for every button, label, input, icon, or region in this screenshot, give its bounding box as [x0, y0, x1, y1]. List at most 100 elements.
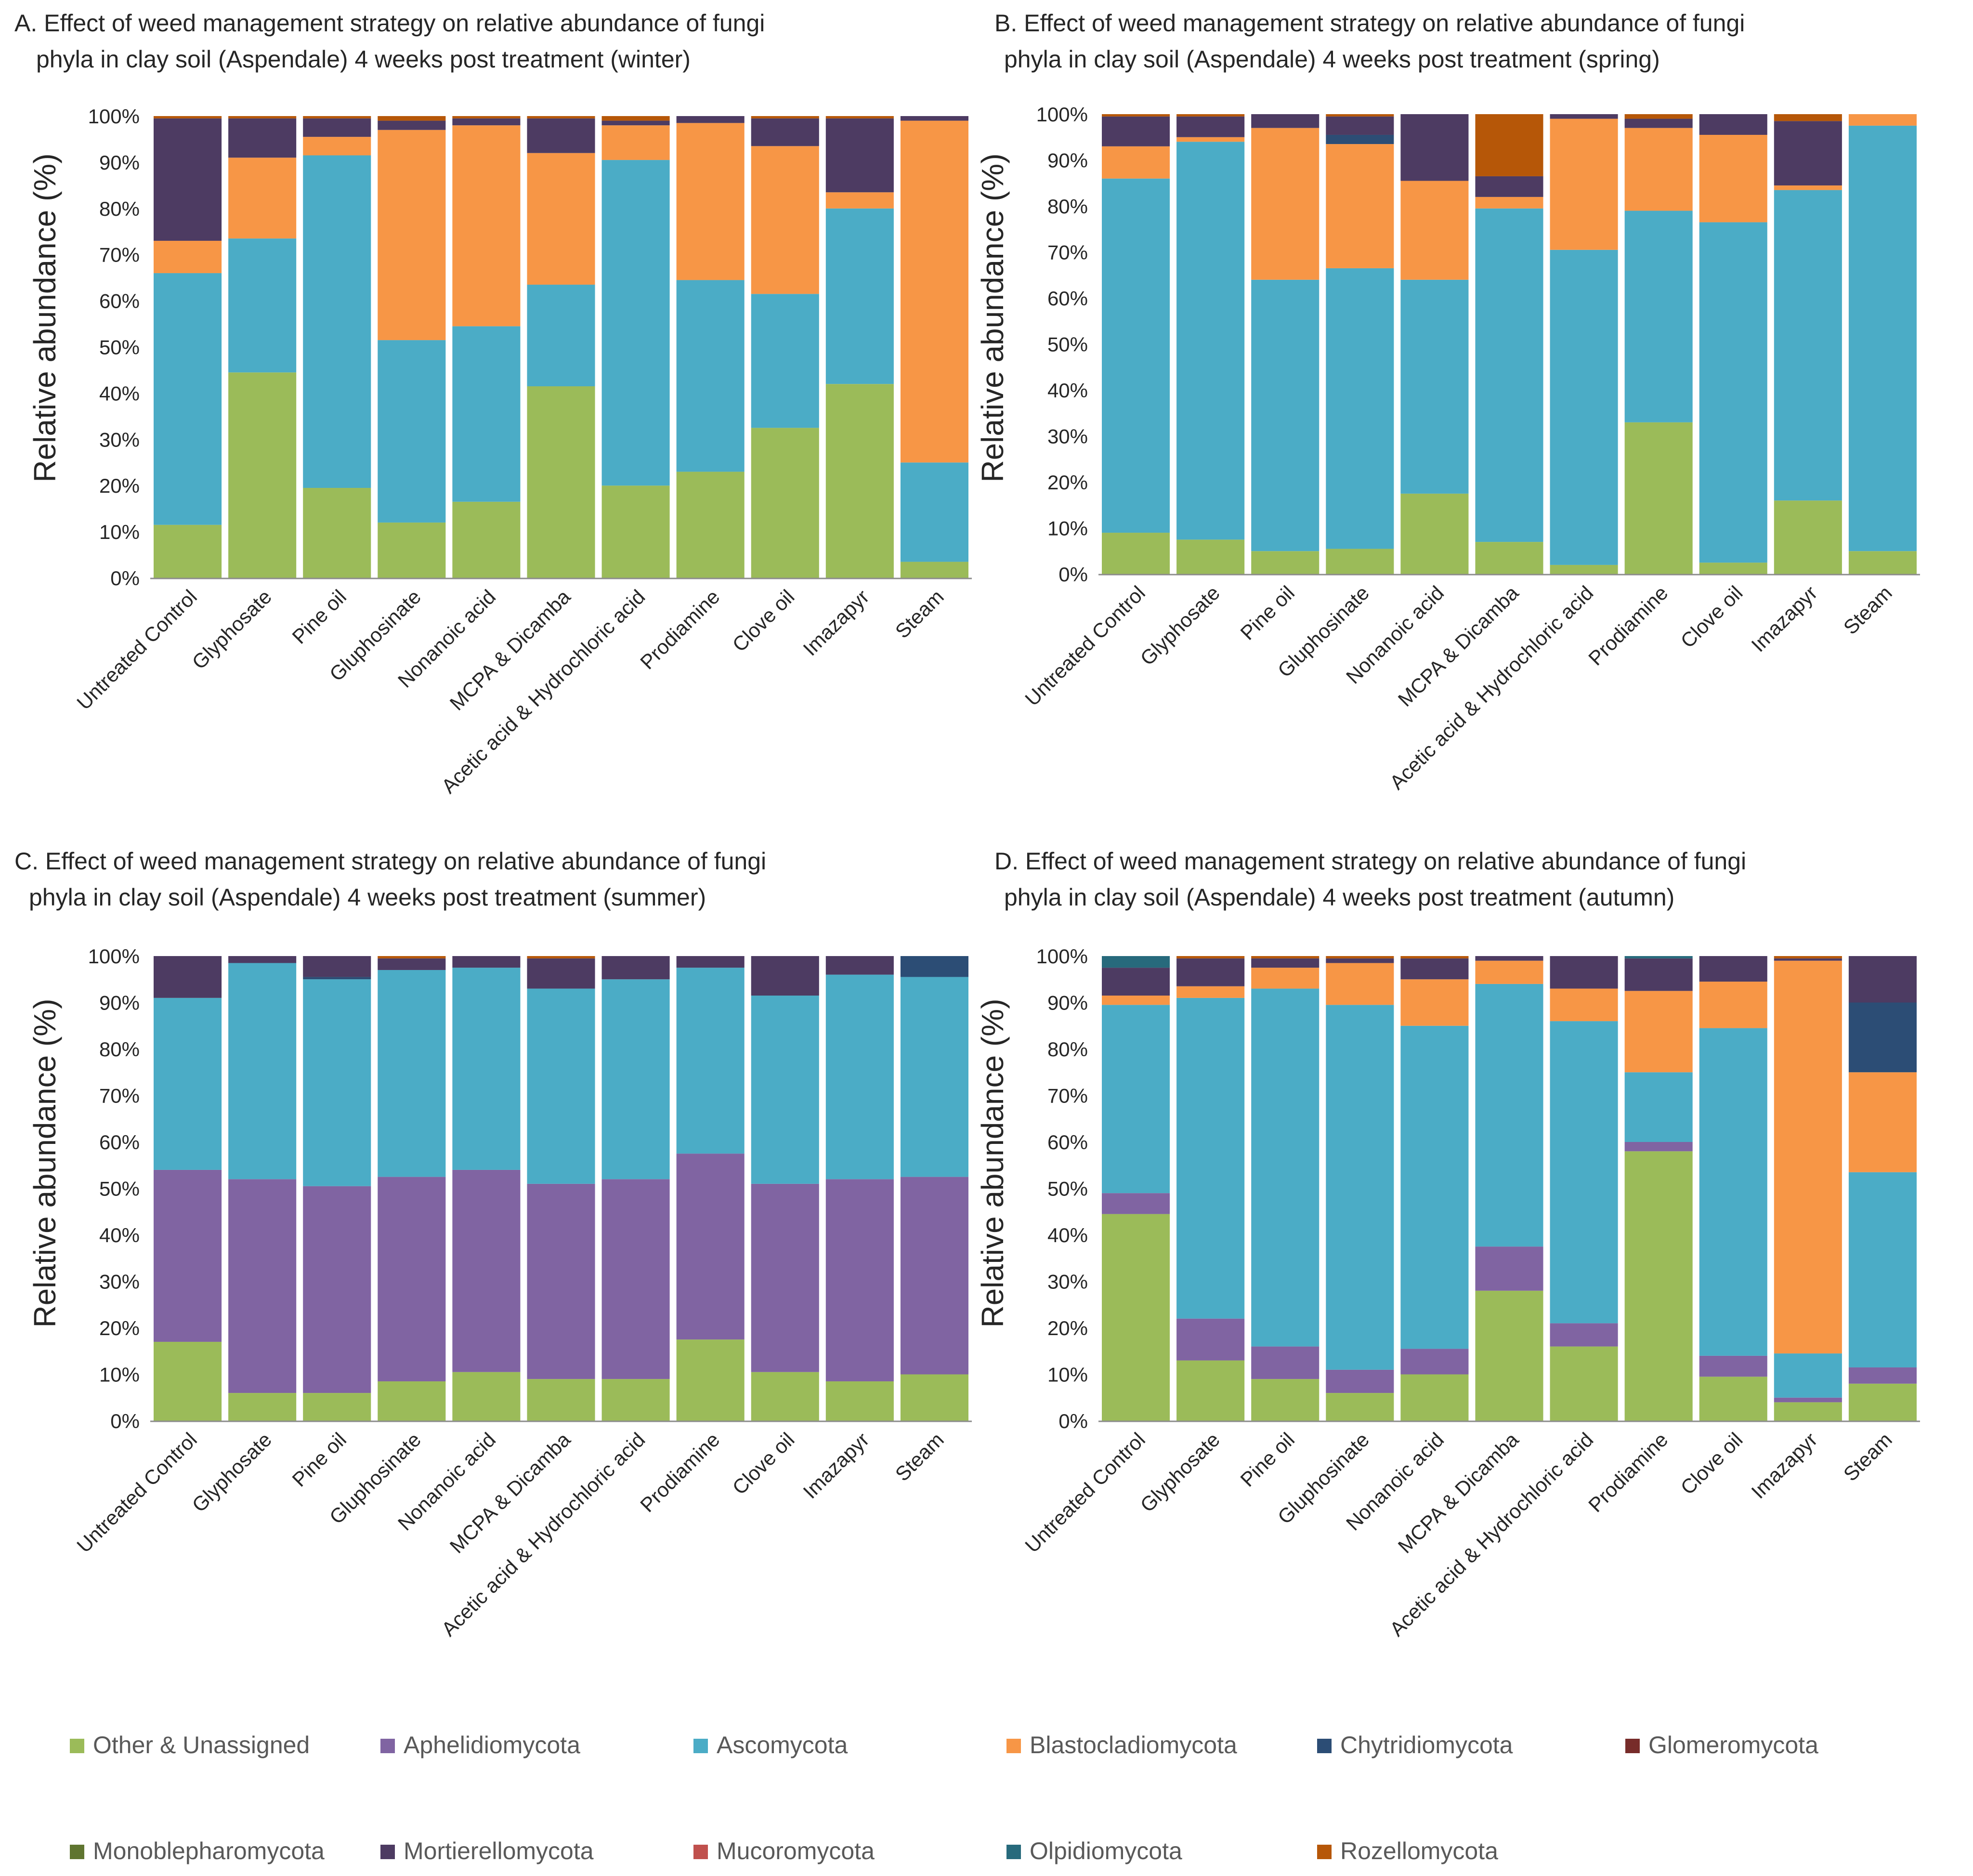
panel-b-y-tick-9: 90% [1047, 149, 1088, 172]
panel-a-segment-mcpa-and-dicamba-ascomycota [527, 285, 595, 387]
panel-a-y-tick-1: 10% [99, 521, 140, 543]
panel-a-segment-steam-mortierellomycota [900, 116, 968, 121]
panel-d-segment-pine-oil-ascomycota [1251, 988, 1320, 1347]
panel-b-y-tick-10: 100% [1036, 103, 1088, 126]
panel-c-summer: C. Effect of weed management strategy on… [14, 848, 972, 1640]
panel-a-segment-prodiamine-mortierellomycota [676, 116, 745, 123]
panel-d-y-tick-3: 30% [1047, 1271, 1088, 1293]
panel-a-segment-imazapyr-mortierellomycota [825, 118, 894, 193]
panel-a-y-tick-0: 0% [110, 567, 140, 590]
legend-item-ascomycota: Ascomycota [693, 1732, 848, 1758]
panel-d-y-axis-label: Relative abundance (%) [975, 998, 1010, 1327]
panel-c-segment-gluphosinate-aphelidiomycota [378, 1177, 446, 1381]
panel-c-segment-glyphosate-other-and-unassigned [228, 1393, 297, 1421]
panel-b-segment-prodiamine-mortierellomycota [1624, 118, 1693, 128]
panel-a-segment-acetic-acid-and-hydrochloric-acid-ascomycota [601, 160, 670, 486]
panel-b-segment-untreated-control-ascomycota [1102, 178, 1170, 533]
panel-d-segment-mcpa-and-dicamba-ascomycota [1475, 984, 1543, 1247]
panel-b-segment-gluphosinate-ascomycota [1326, 268, 1394, 549]
panel-d-segment-gluphosinate-mortierellomycota [1326, 958, 1394, 963]
panel-a-segment-prodiamine-other-and-unassigned [676, 472, 745, 578]
panel-b-x-label-steam: Steam [1839, 581, 1896, 639]
panel-c-x-label-pine-oil: Pine oil [287, 1428, 351, 1491]
panel-d-bar-prodiamine [1624, 956, 1693, 1421]
panel-d-y-tick-7: 70% [1047, 1085, 1088, 1107]
panel-b-bar-imazapyr [1774, 114, 1842, 574]
panel-a-bar-steam [900, 116, 968, 578]
panel-b-bar-gluphosinate [1326, 114, 1394, 574]
legend: Other & Unassigned Aphelidiomycota Ascomyc… [70, 1732, 1818, 1864]
panel-b-segment-mcpa-and-dicamba-ascomycota [1475, 208, 1543, 542]
panel-b-segment-imazapyr-mortierellomycota [1774, 121, 1842, 186]
panel-d-segment-prodiamine-aphelidiomycota [1624, 1142, 1693, 1152]
panel-d-autumn: D. Effect of weed management strategy on… [975, 848, 1920, 1640]
panel-d-segment-acetic-acid-and-hydrochloric-acid-other-and-unassigned [1550, 1346, 1618, 1421]
panel-c-segment-acetic-acid-and-hydrochloric-acid-ascomycota [601, 979, 670, 1180]
panel-b-segment-imazapyr-rozellomycota [1774, 114, 1842, 121]
panel-c-segment-mcpa-and-dicamba-mortierellomycota [527, 958, 595, 989]
panel-c-y-tick-1: 10% [99, 1364, 140, 1386]
panel-b-segment-gluphosinate-rozellomycota [1326, 114, 1394, 117]
panel-d-segment-prodiamine-mortierellomycota [1624, 958, 1693, 991]
panel-d-y-tick-0: 0% [1058, 1410, 1088, 1432]
panel-c-segment-nonanoic-acid-ascomycota [452, 968, 521, 1170]
panel-c-y-tick-3: 30% [99, 1271, 140, 1293]
panel-c-segment-clove-oil-mortierellomycota [751, 956, 819, 996]
panel-a-x-label-pine-oil: Pine oil [287, 585, 351, 648]
panel-c-segment-imazapyr-other-and-unassigned [825, 1381, 894, 1421]
panel-c-bar-gluphosinate [378, 956, 446, 1421]
panel-d-segment-nonanoic-acid-aphelidiomycota [1400, 1349, 1469, 1375]
panel-b-y-tick-1: 10% [1047, 517, 1088, 540]
panel-a-segment-steam-other-and-unassigned [900, 562, 968, 578]
panel-b-x-label-glyphosate: Glyphosate [1136, 581, 1224, 669]
panel-d-bar-acetic-acid-and-hydrochloric-acid [1550, 956, 1618, 1421]
panel-b-segment-glyphosate-other-and-unassigned [1176, 539, 1245, 574]
panel-d-segment-clove-oil-ascomycota [1699, 1028, 1767, 1356]
panel-b-y-tick-7: 70% [1047, 241, 1088, 264]
panel-d-segment-steam-aphelidiomycota [1848, 1367, 1917, 1384]
panel-b-x-label-prodiamine: Prodiamine [1584, 581, 1672, 669]
panel-c-segment-clove-oil-other-and-unassigned [751, 1372, 819, 1421]
panel-a-title-line1: A. Effect of weed management strategy on… [14, 10, 765, 37]
panel-b-segment-clove-oil-blastocladiomycota [1699, 134, 1767, 223]
legend-label-mucoromycota: Mucoromycota [717, 1837, 875, 1864]
panel-d-title-line2: phyla in clay soil (Aspendale) 4 weeks p… [1004, 884, 1674, 911]
panel-a-segment-clove-oil-other-and-unassigned [751, 428, 819, 578]
panel-a-segment-clove-oil-mortierellomycota [751, 118, 819, 146]
panel-b-bar-untreated-control [1102, 114, 1170, 574]
panel-a-segment-gluphosinate-other-and-unassigned [378, 522, 446, 578]
legend-label-olpidiomycota: Olpidiomycota [1030, 1837, 1182, 1864]
panel-d-segment-untreated-control-mortierellomycota [1102, 968, 1170, 996]
panel-c-segment-steam-chytridiomycota [900, 956, 968, 977]
panel-d-segment-pine-oil-aphelidiomycota [1251, 1346, 1320, 1379]
panel-c-y-tick-10: 100% [88, 945, 140, 968]
legend-item-mucoromycota: Mucoromycota [693, 1837, 875, 1864]
panel-c-segment-glyphosate-ascomycota [228, 963, 297, 1180]
panel-b-segment-nonanoic-acid-other-and-unassigned [1400, 493, 1469, 574]
panel-a-bar-prodiamine [676, 116, 745, 578]
panel-d-segment-acetic-acid-and-hydrochloric-acid-mortierellomycota [1550, 956, 1618, 989]
panel-b-segment-glyphosate-mortierellomycota [1176, 116, 1245, 137]
panel-a-segment-imazapyr-other-and-unassigned [825, 384, 894, 578]
panel-a-x-label-imazapyr: Imazapyr [798, 585, 873, 660]
panel-b-segment-pine-oil-ascomycota [1251, 279, 1320, 551]
panel-b-segment-clove-oil-other-and-unassigned [1699, 563, 1767, 574]
panel-c-segment-prodiamine-ascomycota [676, 968, 745, 1154]
panel-a-y-tick-10: 100% [88, 105, 140, 128]
panel-c-segment-pine-oil-ascomycota [303, 979, 371, 1186]
panel-d-y-tick-4: 40% [1047, 1224, 1088, 1246]
panel-a-y-tick-4: 40% [99, 382, 140, 405]
legend-swatch-other-and-unassigned [70, 1739, 84, 1753]
panel-b-segment-nonanoic-acid-blastocladiomycota [1400, 181, 1469, 280]
panel-c-x-label-steam: Steam [891, 1428, 948, 1485]
panel-b-segment-untreated-control-other-and-unassigned [1102, 533, 1170, 574]
panel-b-segment-untreated-control-rozellomycota [1102, 114, 1170, 117]
panel-a-x-label-steam: Steam [891, 585, 948, 643]
panel-b-segment-nonanoic-acid-ascomycota [1400, 279, 1469, 494]
panel-b-segment-prodiamine-other-and-unassigned [1624, 422, 1693, 574]
panel-d-segment-clove-oil-blastocladiomycota [1699, 982, 1767, 1028]
panel-c-segment-mcpa-and-dicamba-rozellomycota [527, 956, 595, 958]
panel-d-segment-glyphosate-blastocladiomycota [1176, 986, 1245, 998]
panel-a-segment-nonanoic-acid-blastocladiomycota [452, 125, 521, 327]
panel-d-y-tick-5: 50% [1047, 1178, 1088, 1200]
